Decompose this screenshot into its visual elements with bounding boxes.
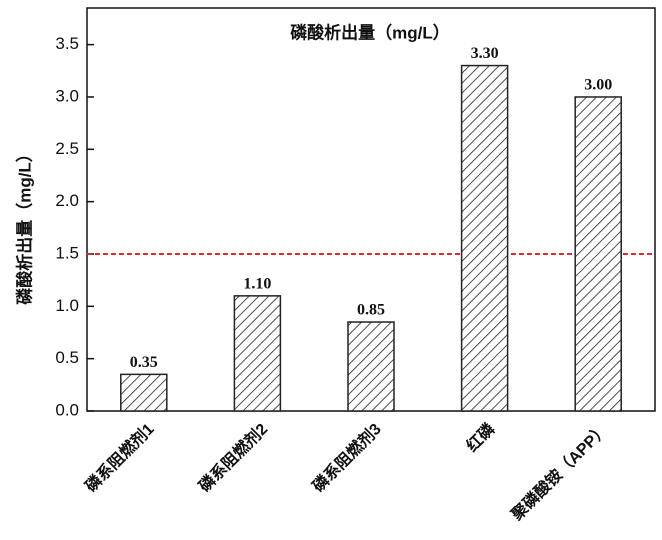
bar [460, 64, 509, 412]
x-tick-label: 磷系阻燃剂3 [309, 419, 385, 495]
y-tick-label: 0.0 [55, 400, 79, 419]
data-label: 0.35 [130, 354, 158, 371]
bar [347, 321, 395, 412]
bar [233, 295, 282, 412]
bar [120, 373, 168, 412]
y-tick-label: 2.0 [55, 191, 79, 210]
y-tick-label: 1.5 [55, 243, 79, 262]
data-label: 1.10 [243, 276, 271, 293]
data-label: 0.85 [357, 302, 385, 319]
chart-title: 磷酸析出量（mg/L） [290, 22, 450, 42]
data-label: 3.30 [471, 45, 499, 62]
x-tick-label: 红磷 [462, 419, 499, 456]
bar [574, 96, 622, 412]
x-tick-label: 磷系阻燃剂1 [81, 419, 157, 495]
y-axis-label: 磷酸析出量（mg/L） [14, 145, 34, 305]
x-tick-label: 磷系阻燃剂2 [195, 419, 271, 495]
y-tick-label: 2.5 [55, 139, 79, 158]
y-tick-label: 0.5 [55, 348, 79, 367]
x-tick-label: 聚磷酸铵（APP） [507, 419, 612, 524]
y-tick-label: 3.0 [55, 86, 79, 105]
data-label: 3.00 [584, 77, 612, 94]
y-tick-label: 3.5 [55, 34, 79, 53]
y-tick-label: 1.0 [55, 296, 79, 315]
